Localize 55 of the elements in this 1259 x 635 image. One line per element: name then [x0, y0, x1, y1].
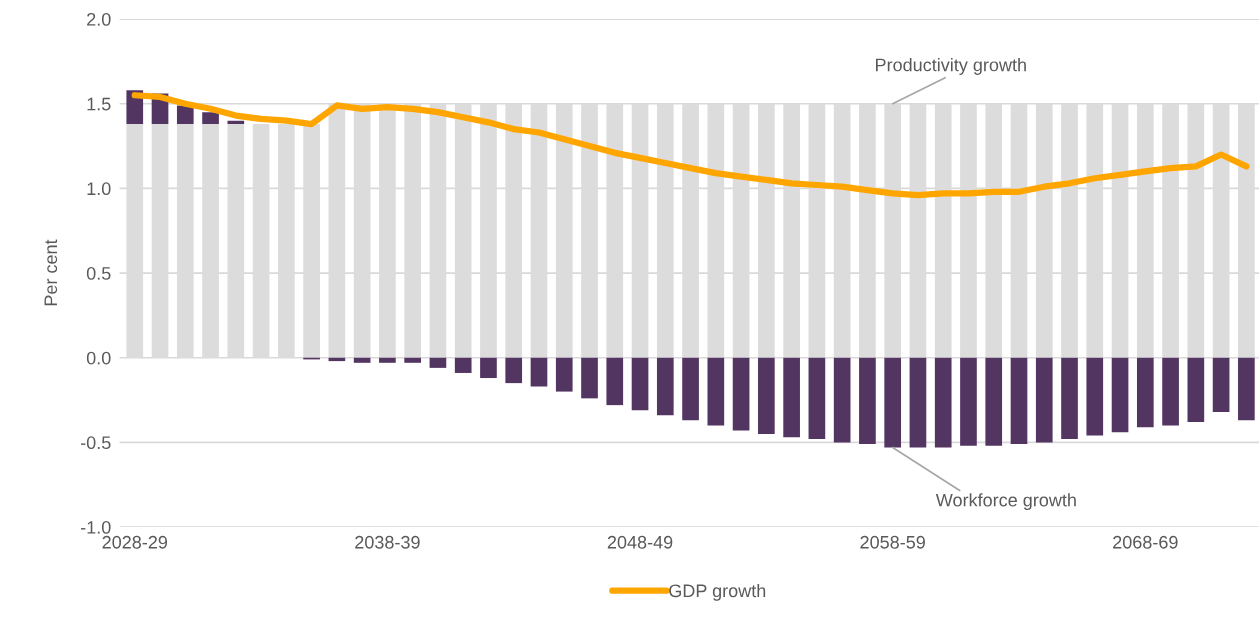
legend-label: GDP growth: [669, 583, 766, 601]
bar: [656, 357, 674, 416]
bar: [859, 357, 876, 445]
y-axis-title: Per cent: [44, 239, 58, 306]
bar: [176, 105, 194, 125]
bar: [758, 357, 775, 434]
bar: [1187, 357, 1205, 423]
bar: [1238, 357, 1255, 421]
bar: [1136, 357, 1154, 428]
bar: [884, 357, 902, 448]
bar: [1061, 357, 1078, 439]
text: Workforce growth: [935, 493, 1076, 511]
bar: [960, 357, 977, 446]
bar: [732, 357, 750, 431]
bar: [353, 357, 371, 363]
bar: [909, 357, 927, 448]
bar: [707, 357, 725, 426]
bar: [1035, 357, 1053, 443]
bar: [1212, 357, 1230, 412]
bar: [1162, 357, 1179, 426]
y-tick-label: 1.0: [87, 182, 111, 196]
bar: [783, 357, 800, 438]
x-tick-label: 2048-49: [607, 535, 673, 549]
bar: [480, 357, 497, 379]
bar: [1111, 357, 1129, 433]
y-tick-label: 2.0: [87, 12, 111, 26]
x-tick-label: 2058-59: [860, 535, 925, 549]
bar: [682, 357, 699, 421]
bar: [379, 357, 396, 363]
series-label: Productivity growth: [876, 58, 1026, 75]
bar: [202, 112, 219, 125]
bar: [454, 357, 472, 373]
bar: [555, 357, 573, 392]
bar: [404, 357, 421, 363]
y-tick-label: 0.5: [86, 266, 111, 280]
bar: [833, 357, 851, 443]
y-tick-label: 1.5: [87, 97, 111, 111]
bar: [505, 357, 523, 384]
bar: [934, 357, 952, 448]
bar: [606, 357, 624, 406]
x-tick-label: 2068-69: [1113, 535, 1178, 549]
bar: [808, 357, 826, 439]
bar: [1086, 357, 1104, 436]
bar: [227, 120, 245, 125]
bar: [429, 357, 447, 368]
x-tick-label: 2028-29: [102, 535, 168, 549]
bar: [581, 357, 598, 399]
x-tick-label: 2038-39: [355, 535, 420, 549]
y-tick-label: -1.0: [80, 520, 111, 534]
y-tick-label: -0.5: [80, 436, 111, 450]
bar: [1010, 357, 1028, 445]
bar: [631, 357, 649, 411]
bar: [985, 357, 1003, 446]
bar: [530, 357, 548, 387]
y-tick-label: 0.0: [86, 351, 111, 365]
